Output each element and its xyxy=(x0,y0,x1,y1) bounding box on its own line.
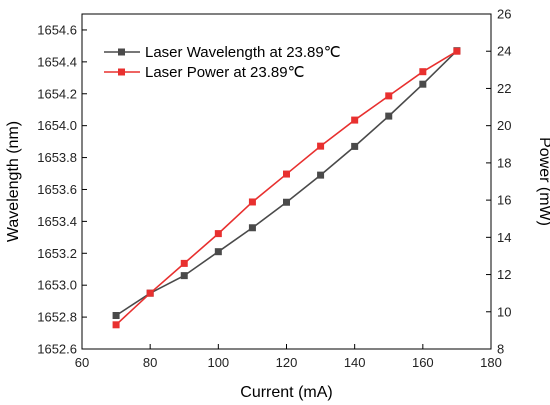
right-y-tick-label: 20 xyxy=(497,118,511,133)
legend-marker-power xyxy=(118,68,125,76)
left-y-tick-label: 1653.6 xyxy=(37,182,77,197)
data-point-power xyxy=(180,259,188,267)
left-y-tick-label: 1653.0 xyxy=(37,278,77,293)
left-y-axis-title: Wavelength (nm) xyxy=(5,121,22,242)
legend-label-power: Laser Power at 23.89℃ xyxy=(145,64,304,81)
data-point-power xyxy=(317,142,325,150)
data-point-power xyxy=(248,198,256,206)
left-y-tick-label: 1653.4 xyxy=(37,214,77,229)
data-point-power xyxy=(283,170,290,178)
x-tick-label: 160 xyxy=(412,355,434,370)
left-y-tick-label: 1652.8 xyxy=(37,310,77,325)
data-point-power xyxy=(419,68,427,76)
right-y-tick-label: 26 xyxy=(497,7,511,22)
data-point-wavelength xyxy=(112,312,120,319)
data-point-wavelength xyxy=(248,224,256,232)
data-point-wavelength xyxy=(180,272,188,280)
right-y-tick-label: 14 xyxy=(497,230,511,245)
data-point-wavelength xyxy=(385,112,393,120)
legend-label-wavelength: Laser Wavelength at 23.89℃ xyxy=(145,44,341,61)
left-y-tick-label: 1654.6 xyxy=(37,22,77,37)
data-point-power xyxy=(385,92,393,100)
right-y-tick-label: 16 xyxy=(497,193,511,208)
left-y-tick-label: 1653.8 xyxy=(37,150,77,165)
series-layer xyxy=(112,47,461,329)
x-tick-label: 100 xyxy=(207,355,229,370)
data-point-wavelength xyxy=(317,171,325,179)
data-point-power xyxy=(214,230,222,238)
data-point-power xyxy=(146,289,154,297)
x-tick-label: 120 xyxy=(276,355,298,370)
data-point-power xyxy=(112,321,120,329)
x-tick-label: 60 xyxy=(75,355,89,370)
right-y-tick-label: 18 xyxy=(497,155,511,170)
right-y-tick-label: 24 xyxy=(497,44,511,59)
x-tick-label: 180 xyxy=(480,355,502,370)
data-point-wavelength xyxy=(283,198,290,206)
x-tick-label: 80 xyxy=(143,355,157,370)
ticks-layer: 60 80 100 120 140 160 180 1652.6 1652.8 1653.0 165… xyxy=(37,7,511,371)
data-point-wavelength xyxy=(351,142,359,150)
data-point-power xyxy=(453,47,461,55)
right-y-tick-label: 22 xyxy=(497,81,511,96)
data-point-wavelength xyxy=(214,248,222,256)
data-point-power xyxy=(351,116,359,124)
left-y-tick-label: 1652.6 xyxy=(37,342,77,357)
x-tick-label: 140 xyxy=(344,355,366,370)
right-y-axis-title: Power (mW) xyxy=(536,137,550,226)
right-y-tick-label: 12 xyxy=(497,267,511,282)
left-y-tick-label: 1653.2 xyxy=(37,246,77,261)
legend-marker-wavelength xyxy=(118,48,125,56)
x-axis-title: Current (mA) xyxy=(240,384,332,401)
left-y-tick-label: 1654.4 xyxy=(37,54,77,69)
data-point-wavelength xyxy=(419,80,427,88)
right-y-tick-label: 8 xyxy=(497,342,504,357)
legend: Laser Wavelength at 23.89℃ Laser Power a… xyxy=(104,44,341,81)
left-y-tick-label: 1654.2 xyxy=(37,86,77,101)
right-y-tick-label: 10 xyxy=(497,304,511,319)
left-y-tick-label: 1654.0 xyxy=(37,118,77,133)
